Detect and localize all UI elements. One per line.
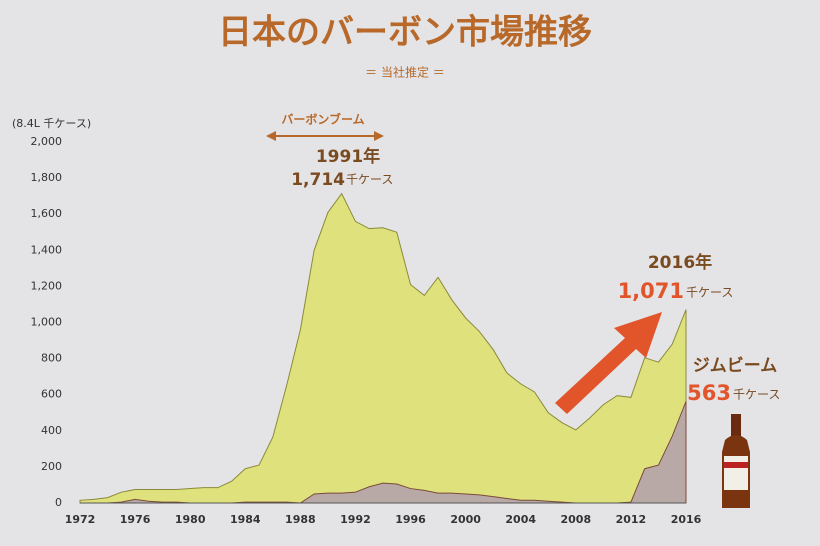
annotation-amount: 563: [687, 381, 731, 405]
x-tick-label: 1972: [65, 513, 96, 526]
annotation-unit: 千ケース: [733, 388, 780, 402]
ann-1991: 1991年 1,714 千ケース: [291, 146, 393, 190]
y-tick-label: 1,200: [31, 279, 63, 292]
x-tick-label: 2012: [616, 513, 647, 526]
y-tick-label: 200: [41, 460, 62, 473]
series-label: ジムビーム: [693, 356, 778, 376]
x-tick-label: 1976: [120, 513, 151, 526]
x-tick-label: 2004: [505, 513, 536, 526]
y-tick-label: 1,400: [31, 243, 63, 256]
annotation-year: 2016年: [648, 252, 712, 273]
boom-arrow: [266, 131, 384, 141]
annotation-year: 1991年: [316, 146, 380, 167]
bottle: [722, 414, 750, 508]
x-tick-label: 1984: [230, 513, 261, 526]
annotation-amount: 1,071: [618, 279, 684, 303]
ann-jimbeam: ジムビーム 563 千ケース: [687, 356, 780, 405]
subtitle: ＝ 当社推定 ＝: [365, 65, 445, 80]
y-tick-label: 600: [41, 388, 62, 401]
annotation-unit: 千ケース: [686, 286, 733, 300]
x-tick-label: 2008: [561, 513, 592, 526]
boom-label: バーボンブーム: [281, 112, 364, 127]
x-tick-label: 1988: [285, 513, 316, 526]
y-tick-label: 2,000: [31, 135, 63, 148]
y-tick-label: 1,600: [31, 207, 63, 220]
y-tick-label: 0: [55, 496, 62, 509]
annotation-unit: 千ケース: [346, 173, 393, 187]
y-tick-label: 1,000: [31, 316, 63, 329]
area: [79, 192, 687, 504]
x-tick-label: 2016: [671, 513, 702, 526]
x-tick-label: 1996: [395, 513, 426, 526]
y-unit: (8.4L 千ケース): [12, 117, 91, 130]
growth-arrow: [555, 312, 662, 414]
x-tick-label: 1992: [340, 513, 371, 526]
chart-title: 日本のバーボン市場推移: [218, 13, 592, 53]
annotation-amount: 1,714: [291, 170, 345, 190]
y-tick-label: 400: [41, 424, 62, 437]
ann-2016: 2016年 1,071 千ケース: [618, 252, 734, 303]
x-tick-label: 2000: [450, 513, 481, 526]
x-tick-label: 1980: [175, 513, 206, 526]
y-tick-label: 1,800: [31, 171, 63, 184]
y-tick-label: 800: [41, 352, 62, 365]
